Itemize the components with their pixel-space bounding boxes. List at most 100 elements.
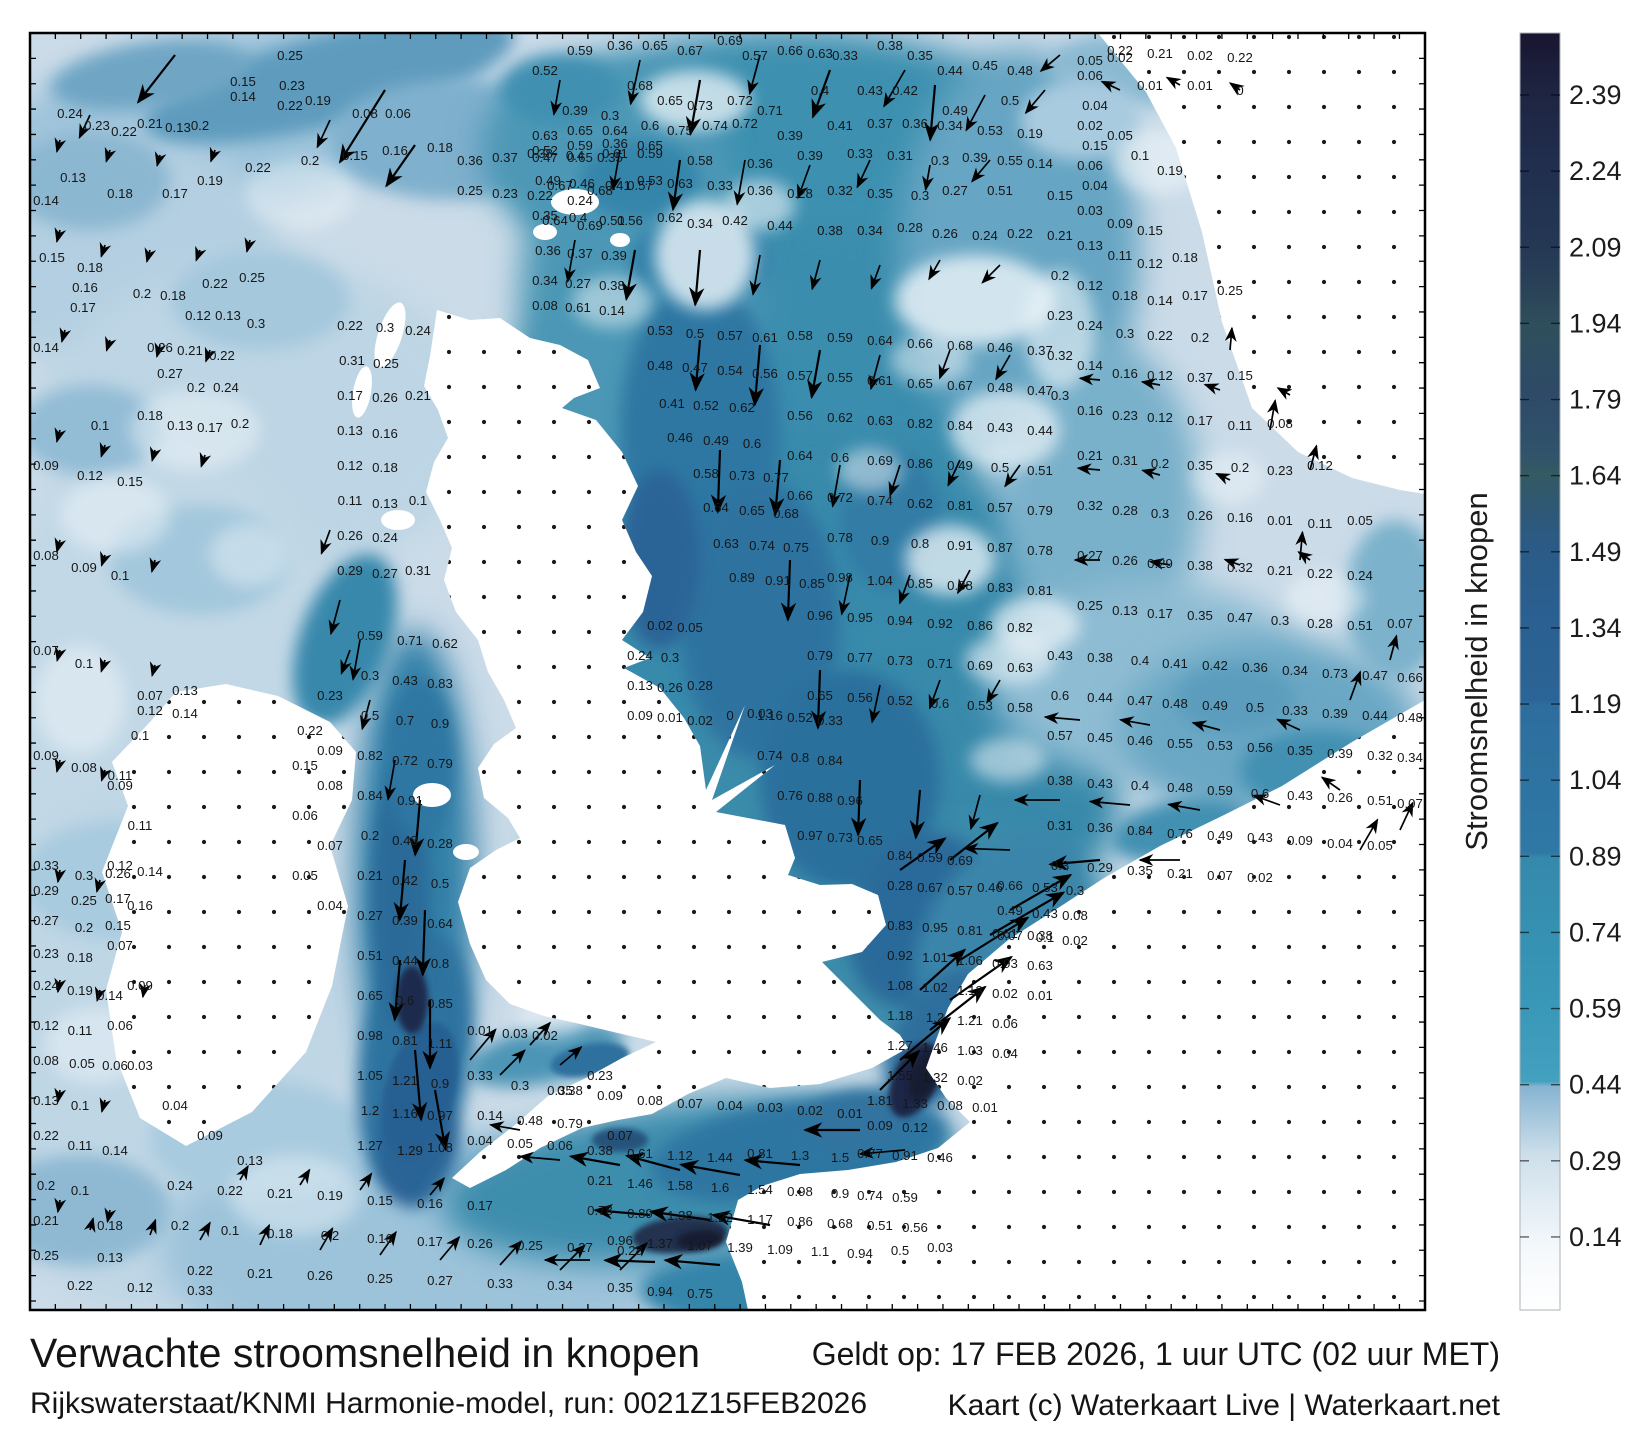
value-label: 0.23	[279, 78, 305, 93]
current-arrow	[995, 354, 1011, 381]
value-label: 0.44	[1027, 423, 1053, 438]
value-label: 0.61	[627, 1146, 653, 1161]
sea-current-shading	[1020, 80, 1140, 160]
value-label: 0.48	[1397, 710, 1423, 725]
value-label: 0.53	[1207, 738, 1233, 753]
value-label: 0.62	[729, 400, 755, 415]
value-label: 0.86	[967, 618, 993, 633]
value-label: 0.12	[337, 458, 363, 473]
value-label: 1.16	[392, 1106, 418, 1121]
value-label: 0.85	[907, 576, 933, 591]
value-label: 0.69	[577, 218, 603, 233]
colorbar-tick-label: 2.24	[1569, 156, 1622, 186]
current-arrow	[619, 1242, 648, 1271]
value-label: 0.12	[1137, 256, 1163, 271]
sea-current-shading	[640, 70, 750, 130]
value-label: 0.4	[1131, 778, 1149, 793]
value-label: 0.63	[1027, 958, 1053, 973]
current-arrow	[439, 1235, 461, 1261]
current-arrow	[149, 446, 162, 463]
value-label: 0.69	[967, 658, 993, 673]
value-label: 0	[1236, 83, 1243, 98]
value-label: 0.81	[1027, 583, 1053, 598]
current-arrow	[385, 144, 416, 188]
value-label: 0.79	[427, 756, 453, 771]
value-label: 0.13	[172, 683, 198, 698]
value-label: 0.3	[661, 650, 679, 665]
value-label: 0.13	[1077, 238, 1103, 253]
value-label: 0.02	[1077, 118, 1103, 133]
value-label: 0.19	[67, 983, 93, 998]
current-arrow	[593, 1204, 651, 1220]
value-label: 0.19	[1017, 126, 1043, 141]
value-label: 0.44	[1362, 708, 1388, 723]
value-label: 0.21	[1047, 228, 1073, 243]
sea-current-shading	[1285, 572, 1365, 624]
current-arrow	[743, 1154, 801, 1170]
value-label: 0.83	[887, 918, 913, 933]
value-label: 0.28	[887, 878, 913, 893]
value-label: 0.53	[647, 323, 673, 338]
value-label: 0.26	[467, 1236, 493, 1251]
value-label: 1.3	[791, 1148, 809, 1163]
value-label: 1.22	[707, 1210, 733, 1225]
value-label: 0.5	[1246, 700, 1264, 715]
value-label: 0.89	[627, 1206, 653, 1221]
value-label: 0.33	[487, 1276, 513, 1291]
current-arrow	[667, 159, 684, 212]
value-label: 0.34	[532, 273, 558, 288]
current-arrow	[154, 151, 167, 168]
value-label: 0.11	[68, 1023, 93, 1038]
value-label: 0.35	[1127, 863, 1153, 878]
value-label: 0.49	[1202, 698, 1228, 713]
current-arrow	[54, 1087, 67, 1104]
current-arrow	[957, 569, 971, 595]
value-label: 0.63	[867, 413, 893, 428]
current-arrow	[104, 1207, 117, 1224]
value-label: 0.39	[1322, 706, 1348, 721]
value-label: 0.24	[972, 228, 998, 243]
value-label: 0.03	[927, 1240, 953, 1255]
value-label: 0.27	[942, 183, 968, 198]
value-label: 0.21	[267, 1186, 293, 1201]
value-label: 1.46	[922, 1040, 948, 1055]
value-label: 0.46	[569, 176, 595, 191]
current-arrow	[733, 159, 746, 206]
current-arrow	[929, 985, 987, 1031]
value-label: 0.6	[1051, 688, 1069, 703]
current-arrow	[195, 245, 207, 262]
value-label: 0.48	[392, 833, 418, 848]
value-label: 0.54	[717, 363, 743, 378]
value-label: 0.63	[1007, 660, 1033, 675]
current-arrow	[1295, 530, 1308, 561]
value-label: 0.2	[75, 920, 93, 935]
current-arrow	[627, 59, 641, 106]
value-label: 0.77	[857, 1146, 883, 1161]
sea-current-shading	[965, 635, 1055, 685]
value-label: 0.09	[71, 560, 97, 575]
value-label: 1.02	[922, 980, 948, 995]
value-label: 0.59	[567, 43, 593, 58]
value-label: 0.92	[887, 948, 913, 963]
value-label: 0.17	[1182, 288, 1208, 303]
value-label: 0.77	[847, 650, 873, 665]
value-label: 0.35	[532, 208, 558, 223]
value-label: 0.26	[337, 528, 363, 543]
value-label: 0.69	[717, 33, 743, 48]
value-label: 0.04	[162, 1098, 188, 1113]
value-label: 0.19	[305, 93, 331, 108]
colorbar-tick-label: 0.44	[1569, 1070, 1622, 1100]
value-label: 0.47	[1027, 383, 1053, 398]
value-label: 0.22	[67, 1278, 93, 1293]
value-label: 0.49	[997, 903, 1023, 918]
value-label: 0.22	[1307, 566, 1333, 581]
value-label: 0.07	[107, 938, 133, 953]
value-label: 0.49	[535, 173, 561, 188]
value-label: 0.64	[867, 333, 893, 348]
value-label: 0.73	[827, 830, 853, 845]
value-label: 0.53	[977, 123, 1003, 138]
value-label: 0.28	[1307, 616, 1333, 631]
value-label: 0.61	[867, 373, 893, 388]
value-label: 1.6	[711, 1180, 729, 1195]
value-label: 0.3	[931, 153, 949, 168]
